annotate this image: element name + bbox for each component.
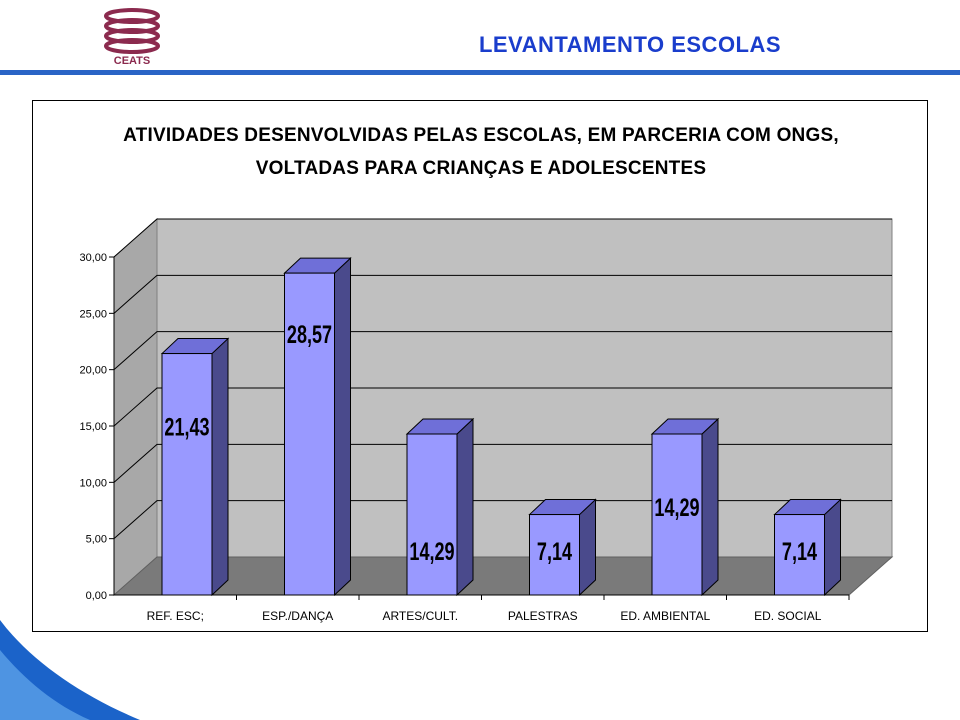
gridline [113,500,892,540]
x-tick-label: ED. SOCIAL [754,609,822,623]
y-tick-label: 30,00 [79,252,107,264]
bar [774,514,825,596]
y-tick-label: 25,00 [79,308,107,320]
bar [161,353,213,596]
ceats-logo: CEATS [104,8,160,66]
chart-title: ATIVIDADES DESENVOLVIDAS PELAS ESCOLAS, … [33,119,929,185]
y-tick-label: 0,00 [86,590,107,602]
corner-swoosh-decoration [0,620,140,720]
gridline [113,331,892,371]
bar-side [824,498,841,597]
bar-side [701,417,719,597]
chart-title-line1: ATIVIDADES DESENVOLVIDAS PELAS ESCOLAS, … [123,125,839,146]
x-tick-label: ARTES/CULT. [382,609,458,623]
data-label: 21,43 [164,413,209,442]
bar-side [456,417,474,597]
data-label: 14,29 [654,493,699,522]
gridline [113,443,892,483]
x-tick-label: REF. ESC; [147,609,204,623]
y-tick-label: 5,00 [86,534,107,546]
data-label: 14,29 [409,537,454,566]
y-tick-label: 20,00 [79,365,107,377]
y-tick-label: 10,00 [79,477,107,489]
x-tick-label: PALESTRAS [508,609,578,623]
bar-side [579,498,596,597]
bar-chart: 0,00 5,00 10,00 15,00 20,00 25,00 30,00 21,43 RE… [79,217,894,623]
chart-title-line2: VOLTADAS PARA CRIANÇAS E ADOLESCENTES [255,158,707,179]
x-tick-label: ED. AMBIENTAL [620,609,710,623]
x-tick-label: ESP./DANÇA [262,609,333,623]
bar-side [334,256,351,597]
bar [406,433,458,596]
header-rule [0,70,960,75]
bar [529,514,580,596]
data-label: 28,57 [287,320,332,349]
data-label: 7,14 [782,537,818,566]
y-tick-label: 15,00 [79,421,107,433]
gridline [113,274,892,314]
data-label: 7,14 [537,537,573,566]
gridline [113,218,892,258]
bar [284,272,335,596]
bar [651,433,703,596]
chart-frame: ATIVIDADES DESENVOLVIDAS PELAS ESCOLAS, … [32,100,928,632]
logo-text: CEATS [114,55,150,66]
bar-side [211,337,229,597]
page-title: LEVANTAMENTO ESCOLAS [478,32,782,57]
gridline [113,387,892,427]
